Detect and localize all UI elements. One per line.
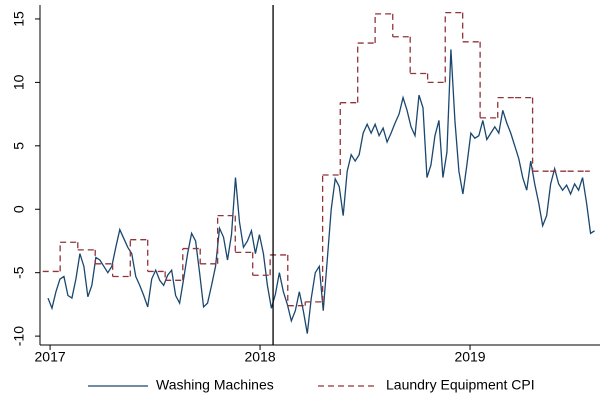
y-tick-label: 0: [11, 205, 27, 213]
line-series: [47, 49, 595, 334]
x-tick-label: 2018: [244, 349, 275, 365]
y-tick-label: -10: [11, 326, 27, 346]
x-tick-label: 2017: [35, 349, 66, 365]
y-tick-label: 5: [11, 142, 27, 150]
x-tick-label: 2019: [454, 349, 485, 365]
y-tick-label: 10: [11, 74, 27, 90]
y-tick-label: -5: [11, 266, 27, 279]
y-tick-label: 15: [11, 11, 27, 27]
legend-label: Washing Machines: [156, 377, 274, 393]
legend-label: Laundry Equipment CPI: [386, 377, 535, 393]
